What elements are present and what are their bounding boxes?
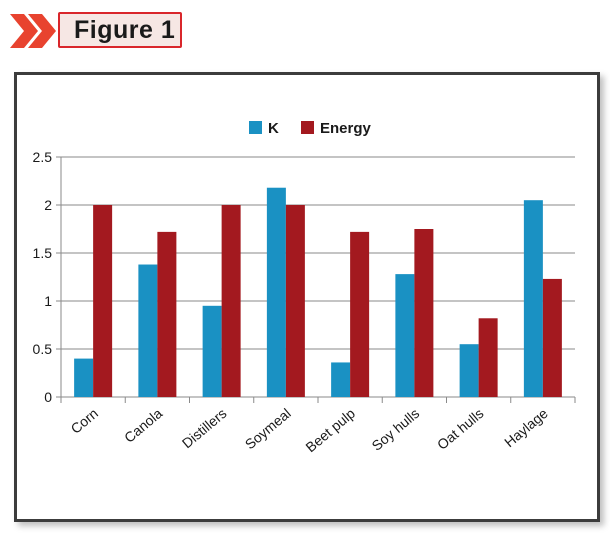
bar-energy [285,205,305,397]
legend-label: K [268,120,279,137]
x-tick-label: Canola [121,405,165,446]
bar-k [266,187,286,397]
bar-energy [542,278,562,397]
bar-k [202,305,222,397]
bar-k [138,264,158,397]
bar-energy [414,229,434,397]
x-tick-label: Soymeal [242,405,294,452]
y-tick-label: 2.5 [33,149,53,165]
legend-label: Energy [320,120,372,137]
legend-swatch [249,121,262,134]
bar-k [395,274,415,397]
figure-label-box [58,12,182,48]
figure-badge: Figure 1 [8,10,184,52]
y-tick-label: 1.5 [33,245,53,261]
chevron-icon [10,14,38,48]
bar-k [523,200,543,397]
bar-energy [157,231,177,397]
chart-frame: 0 0.5 1 1.5 2 2.5 Corn Canola Distillers Soymeal B… [14,72,600,522]
bar-energy [478,318,498,397]
legend-swatch [301,121,314,134]
bar-chart: 0 0.5 1 1.5 2 2.5 Corn Canola Distillers Soymeal B… [33,120,576,455]
y-tick-label: 1 [44,293,52,309]
bar-energy [350,231,370,397]
bar-k [459,344,479,397]
x-tick-label: Beet pulp [302,405,358,455]
x-tick-label: Corn [68,405,102,437]
bar-energy [93,205,113,397]
x-tick-label: Haylage [501,405,551,450]
y-tick-label: 2 [44,197,52,213]
x-tick-label: Distillers [179,405,230,451]
x-tick-label: Soy hulls [368,405,422,454]
y-tick-label: 0.5 [33,341,53,357]
chevron-icon [28,14,56,48]
bar-energy [221,205,241,397]
figure-label: Figure 1 [74,16,176,44]
bar-k [74,358,94,397]
y-tick-label: 0 [44,389,52,405]
x-tick-label: Oat hulls [434,405,487,453]
chevron-arrows-icon [10,14,56,48]
bar-k [331,362,351,397]
